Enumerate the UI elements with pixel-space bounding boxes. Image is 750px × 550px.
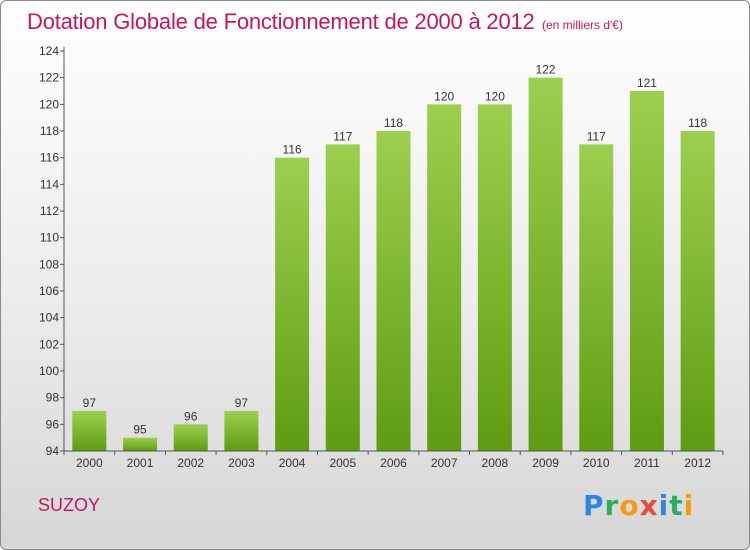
data-label: 116 [283,143,302,157]
data-label: 117 [333,129,352,143]
data-label: 117 [587,129,606,143]
bar-2007 [427,104,462,451]
bar-2000 [72,411,107,451]
bar-2002 [173,424,208,451]
x-tick-label: 2004 [279,456,306,470]
y-tick-label: 98 [46,391,60,405]
x-tick-label: 2001 [127,456,154,470]
y-tick-label: 94 [46,444,60,458]
data-label: 120 [485,89,505,103]
x-tick-label: 2012 [684,456,711,470]
x-tick-label: 2002 [177,456,204,470]
data-label: 118 [688,116,707,130]
y-tick-label: 114 [40,177,59,191]
data-label: 97 [83,396,97,410]
bar-2004 [275,157,310,451]
proxiti-logo: Proxiti [583,489,694,522]
bar-2012 [680,131,715,451]
bar-2010 [579,144,614,452]
commune-name: SUZOY [38,495,101,515]
y-tick-label: 112 [40,204,59,218]
x-tick-label: 2007 [431,456,458,470]
y-tick-label: 118 [40,124,59,138]
data-label: 96 [184,409,198,423]
logo-letter: i [658,489,670,522]
chart-subtitle: (en milliers d'€) [542,18,623,32]
bar-2003 [224,411,259,451]
x-tick-label: 2005 [329,456,356,470]
logo-letter: o [619,489,640,522]
chart-title: Dotation Globale de Fonctionnement de 20… [27,9,535,34]
bar-2006 [376,131,411,451]
data-label: 97 [235,396,249,410]
y-tick-label: 100 [39,364,59,378]
bar-2009 [528,77,563,452]
logo-letter: t [669,489,684,522]
x-tick-label: 2008 [482,456,509,470]
x-tick-label: 2000 [76,456,103,470]
x-tick-label: 2010 [583,456,610,470]
y-tick-label: 106 [39,284,59,298]
y-tick-label: 102 [39,337,59,351]
logo-letter: P [583,489,605,522]
data-label: 121 [637,76,657,90]
logo-letter: x [639,489,659,522]
bar-2001 [123,437,158,451]
y-tick-label: 96 [46,417,60,431]
x-tick-label: 2003 [228,456,255,470]
y-tick-label: 116 [40,151,59,165]
y-tick-label: 124 [39,44,59,58]
y-tick-label: 110 [40,231,59,245]
y-tick-label: 120 [39,97,59,111]
bar-2008 [477,104,512,451]
logo-letter: r [604,489,620,522]
x-tick-label: 2006 [380,456,407,470]
data-label: 120 [434,89,454,103]
data-label: 95 [133,423,147,437]
logo-letter: i [683,489,695,522]
y-tick-label: 122 [39,71,59,85]
x-tick-label: 2009 [532,456,559,470]
data-label: 118 [384,116,403,130]
y-tick-label: 104 [39,311,59,325]
x-tick-label: 2011 [634,456,660,470]
y-tick-label: 108 [39,257,59,271]
bar-2011 [629,91,664,451]
bar-2005 [325,144,360,452]
data-label: 122 [536,63,556,77]
